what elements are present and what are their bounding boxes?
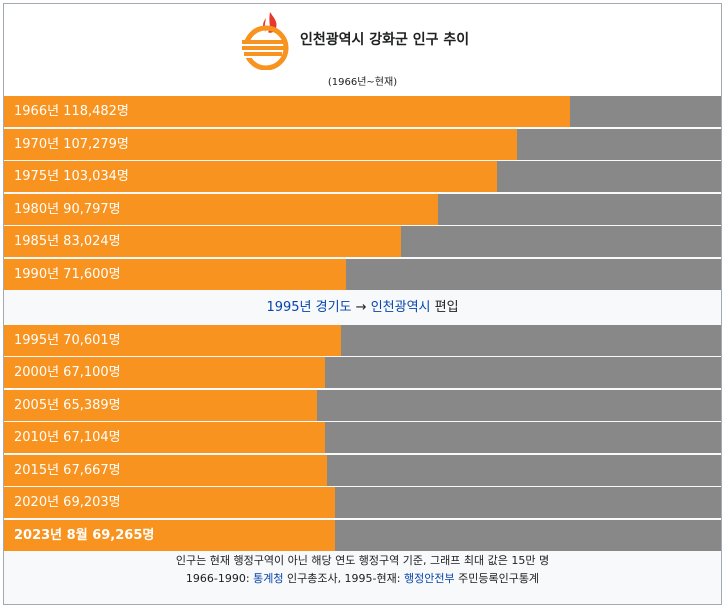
note-link-incheon[interactable]: 인천광역시 (370, 300, 431, 315)
chart-title: 인천광역시 강화군 인구 추이 (300, 32, 470, 48)
bar (4, 96, 571, 127)
bar (4, 454, 328, 486)
bar-label: 2015년 67,667명 (14, 462, 121, 478)
bar-row: 1970년 107,279명 (4, 128, 721, 160)
bar-label: 1990년 71,600명 (14, 266, 121, 282)
bar (4, 128, 517, 160)
bar (4, 226, 401, 257)
bar-row: 2010년 67,104명 (4, 422, 721, 453)
bar (4, 193, 438, 225)
bar (4, 161, 497, 192)
bar-row: 1990년 71,600명 (4, 258, 721, 290)
ganghwa-county-emblem-icon (240, 12, 289, 70)
bar-label: 2005년 65,389명 (14, 397, 121, 413)
footer-line1: 인구는 현재 행정구역이 아닌 해당 연도 행정구역 기준, 그래프 최대 값은… (175, 554, 550, 567)
bar (4, 487, 335, 518)
bar-label: 1970년 107,279명 (14, 136, 129, 152)
bar-row: 2020년 69,203명 (4, 487, 721, 518)
chart-footer: 인구는 현재 행정구역이 아닌 해당 연도 행정구역 기준, 그래프 최대 값은… (4, 552, 721, 604)
bar-row: 1985년 83,024명 (4, 226, 721, 257)
chart-subtitle: (1966년~현재) (327, 77, 398, 88)
footer-line2: 1966-1990: 통계청 인구총조사, 1995-현재: 행정안전부 주민등… (4, 570, 721, 588)
bar-label: 1966년 118,482명 (14, 104, 129, 119)
note-suffix: 편입 (434, 300, 459, 315)
footer-mid: 인구총조사, 1995-현재: (286, 572, 401, 585)
footer-suffix: 주민등록인구통계 (458, 572, 540, 585)
bar-label: 2023년 8월 69,265명 (14, 527, 155, 543)
bar-row: 2005년 65,389명 (4, 389, 721, 421)
bar-label: 1985년 83,024명 (14, 234, 121, 249)
bar (4, 422, 325, 453)
bar-label: 2010년 67,104명 (14, 430, 121, 445)
bar-label: 2020년 69,203명 (14, 495, 121, 510)
note-arrow: → (355, 300, 367, 315)
footer-prefix: 1966-1990: (185, 572, 250, 585)
bar-label: 1980년 90,797명 (14, 201, 121, 217)
bar-row: 2023년 8월 69,265명 (4, 519, 721, 551)
bar (4, 357, 325, 388)
chart-frame: 인천광역시 강화군 인구 추이 (1966년~현재) 1995년 경기도 → 인… (3, 3, 722, 605)
bar (4, 389, 317, 421)
bar-row: 1980년 90,797명 (4, 193, 721, 225)
bar (4, 324, 342, 356)
note-link-gyeonggi[interactable]: 1995년 경기도 (266, 300, 352, 315)
chart-header: 인천광역시 강화군 인구 추이 (1966년~현재) (4, 4, 721, 96)
bar-label: 1975년 103,034명 (14, 169, 129, 184)
bar-row: 2015년 67,667명 (4, 454, 721, 486)
bar (4, 519, 336, 551)
bar-label: 2000년 67,100명 (14, 365, 121, 380)
footer-link-interior-ministry[interactable]: 행정안전부 (403, 572, 455, 585)
bar-row: 1966년 118,482명 (4, 96, 721, 127)
bar-row: 1975년 103,034명 (4, 161, 721, 192)
bar-label: 1995년 70,601명 (14, 332, 121, 348)
bar-row: 1995년 70,601명 (4, 324, 721, 356)
bar (4, 258, 347, 290)
footer-link-statistics[interactable]: 통계청 (253, 572, 284, 585)
bar-row: 2000년 67,100명 (4, 357, 721, 388)
transfer-note: 1995년 경기도 → 인천광역시 편입 (4, 292, 721, 323)
